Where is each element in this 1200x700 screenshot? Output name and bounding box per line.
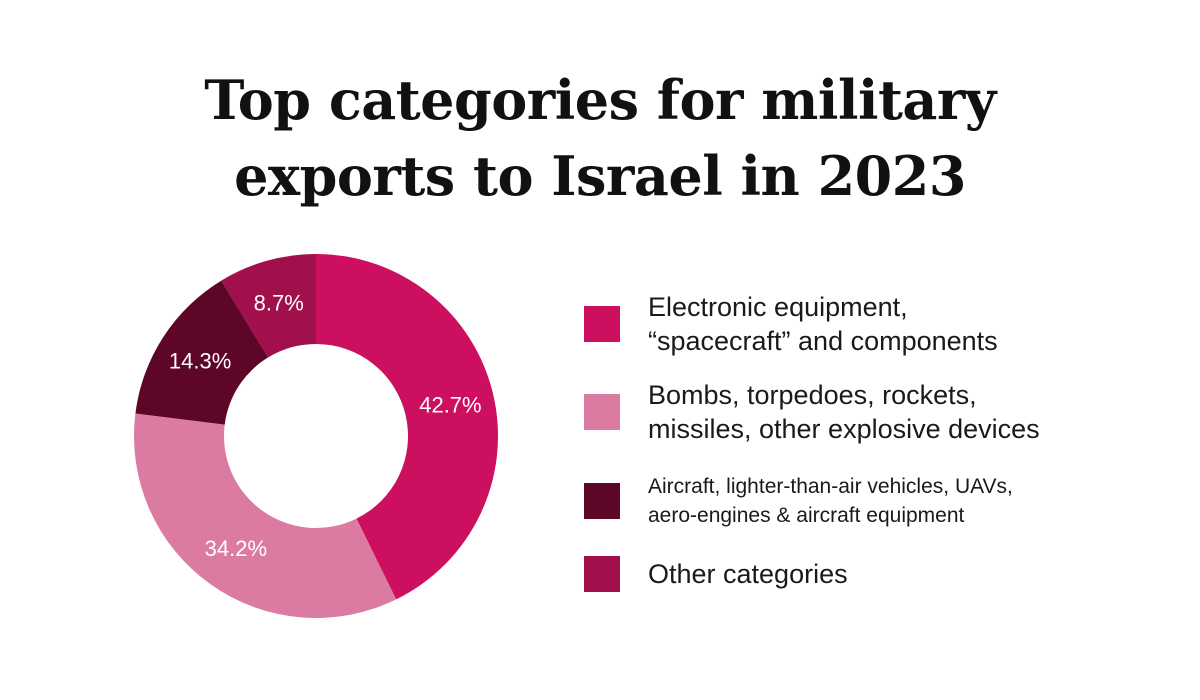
slice-label-other-categories: 8.7% bbox=[254, 291, 304, 316]
legend-item-bombs-missiles: Bombs, torpedoes, rockets, missiles, oth… bbox=[584, 378, 1040, 446]
legend-label-line: Electronic equipment, bbox=[648, 292, 908, 322]
legend-swatch-bombs-missiles bbox=[584, 394, 620, 430]
legend-label-other-categories: Other categories bbox=[648, 557, 848, 591]
legend-label-line: Aircraft, lighter-than-air vehicles, UAV… bbox=[648, 475, 1013, 498]
legend-label-line: aero-engines & aircraft equipment bbox=[648, 504, 965, 527]
legend-item-other-categories: Other categories bbox=[584, 556, 848, 592]
slice-label-electronic-equipment: 42.7% bbox=[419, 392, 481, 417]
donut-slice-bombs-missiles bbox=[133, 413, 397, 619]
legend-item-aircraft: Aircraft, lighter-than-air vehicles, UAV… bbox=[584, 472, 1013, 530]
legend-label-aircraft: Aircraft, lighter-than-air vehicles, UAV… bbox=[648, 472, 1013, 530]
legend-swatch-electronic-equipment bbox=[584, 306, 620, 342]
legend-swatch-other-categories bbox=[584, 556, 620, 592]
legend-item-electronic-equipment: Electronic equipment, “spacecraft” and c… bbox=[584, 290, 998, 358]
legend-label-line: missiles, other explosive devices bbox=[648, 414, 1040, 444]
legend-swatch-aircraft bbox=[584, 483, 620, 519]
donut-slice-aircraft bbox=[135, 280, 269, 425]
legend-label-line: Bombs, torpedoes, rockets, bbox=[648, 380, 977, 410]
legend-label-line: “spacecraft” and components bbox=[648, 326, 998, 356]
chart-title: Top categories for military exports to I… bbox=[0, 62, 1200, 214]
chart-title-line-1: Top categories for military bbox=[204, 68, 996, 132]
donut-slice-electronic-equipment bbox=[316, 254, 498, 600]
legend-label-electronic-equipment: Electronic equipment, “spacecraft” and c… bbox=[648, 290, 998, 358]
slice-label-bombs-missiles: 34.2% bbox=[205, 536, 267, 561]
slice-label-aircraft: 14.3% bbox=[169, 349, 231, 374]
legend-label-bombs-missiles: Bombs, torpedoes, rockets, missiles, oth… bbox=[648, 378, 1040, 446]
chart-title-line-2: exports to Israel in 2023 bbox=[234, 144, 966, 208]
donut-slice-other-categories bbox=[221, 254, 316, 358]
legend-label-line: Other categories bbox=[648, 559, 848, 589]
